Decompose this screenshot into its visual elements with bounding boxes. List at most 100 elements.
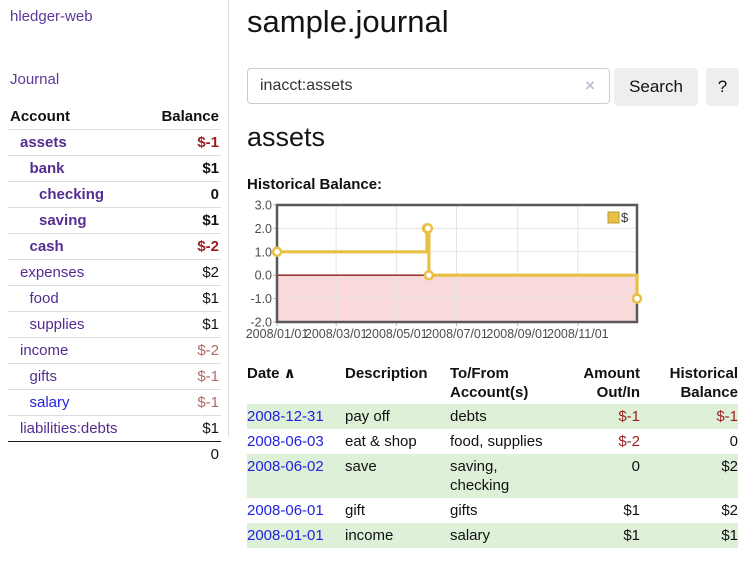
x-tick-label: 2008/07/01 <box>425 327 488 341</box>
account-balance: $-2 <box>145 233 221 260</box>
account-row: expenses $2 <box>8 259 221 286</box>
register-rows: 2008-12-31 pay off debts $-1 $-1 2008-06-03 ea… <box>247 404 738 548</box>
transaction-amount: $1 <box>623 502 640 519</box>
account-balance: $-1 <box>145 389 221 416</box>
sidebar: hledger-web Journal Account Balance asse… <box>0 0 229 467</box>
account-column-header: Account <box>10 108 70 125</box>
y-tick-label: 3.0 <box>255 199 272 213</box>
account-balance: $-2 <box>145 337 221 364</box>
transaction-amount: $-1 <box>618 408 640 425</box>
transaction-balance: $2 <box>721 458 738 475</box>
chart-title: Historical Balance: <box>247 176 383 193</box>
transaction-accounts: food, supplies <box>450 433 543 450</box>
account-row: saving $1 <box>8 207 221 234</box>
transaction-date-link[interactable]: 2008-06-03 <box>247 433 324 450</box>
account-row: cash $-2 <box>8 233 221 260</box>
y-tick-label: -2.0 <box>250 316 272 330</box>
transaction-row: 2008-01-01 income salary $1 $1 <box>247 523 738 548</box>
x-tick-label: 2008/03/01 <box>305 327 368 341</box>
account-link[interactable]: supplies <box>29 316 85 333</box>
register-header-row: Date ∧ Description To/From Account(s) Amount… <box>247 362 738 404</box>
transaction-description: gift <box>345 502 366 519</box>
data-point-marker <box>422 223 434 234</box>
transaction-balance: $2 <box>721 502 738 519</box>
account-link[interactable]: food <box>29 290 59 307</box>
transaction-row: 2008-06-02 save saving, checking 0 $2 <box>247 454 738 498</box>
register-column-header: To/From Account(s) <box>450 365 529 401</box>
total-spacer <box>8 441 146 467</box>
search-button[interactable]: Search <box>614 68 698 106</box>
app-title-link[interactable]: hledger-web <box>10 8 93 25</box>
transaction-date-link[interactable]: 2008-12-31 <box>247 408 324 425</box>
account-link[interactable]: salary <box>29 394 70 411</box>
account-balance: $1 <box>145 155 221 182</box>
search-input[interactable] <box>247 68 610 104</box>
account-row: liabilities:debts $1 <box>8 415 221 442</box>
y-tick-label: -1.0 <box>250 292 272 306</box>
account-link[interactable]: bank <box>29 160 65 177</box>
account-row: salary $-1 <box>8 389 221 416</box>
balance-column-header: Balance <box>161 108 219 125</box>
account-link[interactable]: assets <box>20 134 67 151</box>
page-title: sample.journal <box>247 4 449 39</box>
data-point-marker <box>631 293 643 304</box>
search-row: × Search ? <box>247 68 739 106</box>
transaction-description: income <box>345 527 394 544</box>
account-balance: $1 <box>145 415 221 442</box>
account-balance: $1 <box>145 285 221 312</box>
balance-chart-svg: 3.0 2.0 1.0 0.0 -1.0 -2.02008/01/012008/03/01… <box>246 199 643 341</box>
transaction-accounts: debts <box>450 408 487 425</box>
transaction-balance: $-1 <box>716 408 738 425</box>
account-link[interactable]: expenses <box>20 264 85 281</box>
account-balance: $2 <box>145 259 221 286</box>
register-column-header: Amount Out/In <box>583 365 640 401</box>
transaction-date-link[interactable]: 2008-06-01 <box>247 502 324 519</box>
account-row: bank $1 <box>8 155 221 182</box>
register-column-header: Description <box>345 365 428 382</box>
transaction-description: save <box>345 458 377 475</box>
account-link[interactable]: cash <box>29 238 64 255</box>
transaction-row: 2008-06-01 gift gifts $1 $2 <box>247 498 738 523</box>
account-link[interactable]: saving <box>39 212 87 229</box>
transaction-description: pay off <box>345 408 390 425</box>
transaction-amount: $1 <box>623 527 640 544</box>
x-tick-label: 2008/05/01 <box>365 327 428 341</box>
data-point-marker <box>423 269 435 281</box>
account-link[interactable]: gifts <box>29 368 58 385</box>
account-link[interactable]: income <box>20 342 69 359</box>
account-row: income $-2 <box>8 337 221 364</box>
transaction-date-link[interactable]: 2008-06-02 <box>247 458 324 475</box>
register-column-header[interactable]: Date ∧ <box>247 365 296 382</box>
y-tick-label: 1.0 <box>255 245 272 259</box>
transaction-row: 2008-06-03 eat & shop food, supplies $-2 0 <box>247 429 738 454</box>
account-row: gifts $-1 <box>8 363 221 390</box>
account-link[interactable]: checking <box>39 186 105 203</box>
help-button[interactable]: ? <box>706 68 739 106</box>
legend-label: $ <box>621 210 629 225</box>
sidebar-item-journal[interactable]: Journal <box>10 71 60 88</box>
account-balance: $1 <box>145 207 221 234</box>
data-point-marker <box>271 246 283 258</box>
transaction-accounts: saving, checking <box>450 458 510 494</box>
sort-ascending-icon: ∧ <box>279 365 296 382</box>
historical-balance-chart: 3.0 2.0 1.0 0.0 -1.0 -2.0 2008/01/01 2008/03/01… <box>240 199 650 350</box>
accounts-total-balance: 0 <box>145 441 221 467</box>
clear-search-icon[interactable]: × <box>585 76 595 95</box>
x-tick-label: 2008/01/01 <box>246 327 309 341</box>
register-table: Date ∧ Description To/From Account(s) Amount… <box>247 362 738 548</box>
account-balance: $-1 <box>145 129 221 156</box>
x-tick-label: 2008/09/01 <box>486 327 549 341</box>
transaction-date-link[interactable]: 2008-01-01 <box>247 527 324 544</box>
transaction-row: 2008-12-31 pay off debts $-1 $-1 <box>247 404 738 429</box>
accounts-table-header: Account Balance <box>8 104 221 130</box>
account-link[interactable]: liabilities:debts <box>20 420 118 437</box>
transaction-balance: $1 <box>721 527 738 544</box>
y-tick-label: 2.0 <box>255 222 272 236</box>
account-balance: $1 <box>145 311 221 338</box>
account-balance: $-1 <box>145 363 221 390</box>
accounts-total-row: 0 <box>8 441 221 467</box>
account-balance: 0 <box>145 181 221 208</box>
account-row: assets $-1 <box>8 129 221 156</box>
account-row: supplies $1 <box>8 311 221 338</box>
